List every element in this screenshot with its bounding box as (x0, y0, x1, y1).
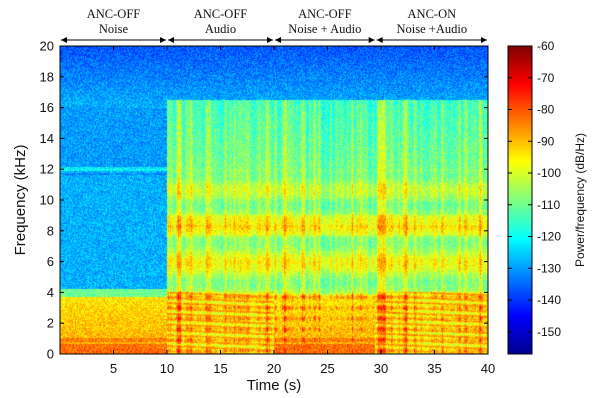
segment-arrow-head-left (61, 37, 67, 43)
y-tick-label: 18 (40, 69, 54, 84)
colorbar-gradient (507, 45, 533, 355)
segment-arrow-head-left (376, 37, 383, 43)
colorbar-tick-label: -110 (537, 198, 560, 212)
colorbar-tick-label: -140 (537, 293, 561, 307)
segment-arrow-head-right (160, 37, 166, 43)
segment-label-line1: ANC-ON (408, 7, 457, 21)
colorbar-tick-label: -90 (537, 134, 555, 148)
x-tick-label: 15 (213, 361, 227, 376)
x-tick-label: 10 (160, 361, 174, 376)
segment-arrow-head-right (481, 37, 487, 43)
colorbar-tick-label: -70 (537, 71, 555, 85)
segment-arrow-head-left (275, 37, 281, 43)
colorbar-label: Power/frequency (dB/Hz) (573, 133, 587, 267)
segment-label-line2: Noise + Audio (288, 22, 361, 36)
colorbar-tick-label: -120 (537, 230, 561, 244)
segment-label-line1: ANC-OFF (87, 7, 141, 21)
y-tick-label: 12 (40, 162, 54, 177)
plot-area (59, 45, 489, 355)
x-tick-label: 5 (110, 361, 117, 376)
y-axis: 0 2 4 6 8 10 12 14 16 18 20 (40, 39, 488, 362)
y-tick-label: 16 (40, 100, 54, 115)
segment-label-line2: Noise (99, 22, 129, 36)
colorbar-tick-label: -130 (537, 261, 561, 275)
segment-arrow-head-right (368, 37, 375, 43)
y-axis-label: Frequency (kHz) (12, 145, 29, 256)
x-axis-label: Time (s) (247, 377, 301, 394)
x-tick-label: 30 (374, 361, 388, 376)
y-tick-label: 6 (47, 254, 54, 269)
y-tick-label: 10 (40, 193, 54, 208)
colorbar-tick-label: -60 (537, 39, 555, 53)
y-tick-label: 4 (47, 285, 54, 300)
x-axis: 5 10 15 20 25 30 35 40 (110, 46, 495, 376)
colorbar-tick-label: -80 (537, 103, 555, 117)
segment-arrow-head-left (168, 37, 174, 43)
segment-label-line2: Noise +Audio (397, 22, 468, 36)
x-tick-label: 25 (320, 361, 334, 376)
segment-label-line1: ANC-OFF (298, 7, 352, 21)
y-tick-label: 0 (47, 347, 54, 362)
spectrogram-image (60, 46, 488, 354)
x-tick-label: 35 (427, 361, 441, 376)
colorbar-ticks: -60 -70 -80 -90 -100 -110 -120 -130 -140 -150 (508, 39, 561, 339)
colorbar: -60 -70 -80 -90 -100 -110 -120 -130 -140 -150 Pow… (507, 39, 587, 355)
y-tick-label: 14 (40, 131, 54, 146)
colorbar-tick-label: -100 (537, 166, 561, 180)
x-tick-label: 20 (267, 361, 281, 376)
segment-label-line1: ANC-OFF (194, 7, 248, 21)
segment-arrow-head-right (267, 37, 273, 43)
x-tick-label: 40 (481, 361, 495, 376)
y-tick-label: 8 (47, 223, 54, 238)
y-tick-label: 2 (47, 316, 54, 331)
segment-label-line2: Audio (205, 22, 236, 36)
y-tick-label: 20 (40, 39, 54, 54)
colorbar-tick-label: -150 (537, 325, 561, 339)
